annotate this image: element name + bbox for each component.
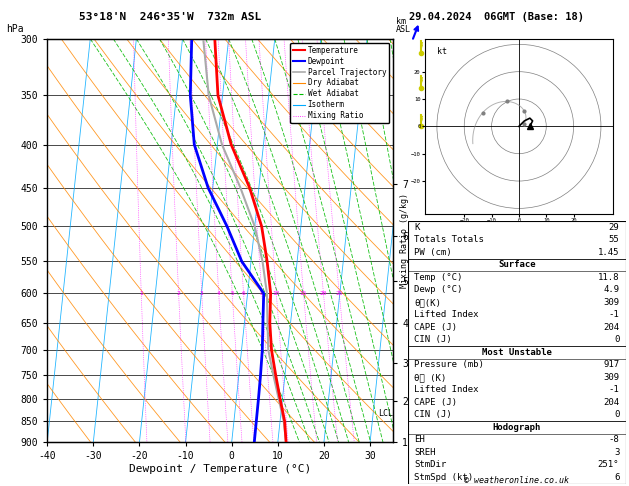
Text: SREH: SREH	[414, 448, 436, 457]
Text: 309: 309	[603, 373, 620, 382]
Text: 55: 55	[608, 235, 620, 244]
Text: 29.04.2024  06GMT (Base: 18): 29.04.2024 06GMT (Base: 18)	[409, 12, 584, 22]
Text: Totals Totals: Totals Totals	[414, 235, 484, 244]
Text: CIN (J): CIN (J)	[414, 335, 452, 345]
Text: 11.8: 11.8	[598, 273, 620, 282]
FancyBboxPatch shape	[408, 221, 626, 484]
Legend: Temperature, Dewpoint, Parcel Trajectory, Dry Adiabat, Wet Adiabat, Isotherm, Mi: Temperature, Dewpoint, Parcel Trajectory…	[290, 43, 389, 123]
Text: StmSpd (kt): StmSpd (kt)	[414, 473, 473, 482]
Text: K: K	[414, 223, 420, 232]
Text: Surface: Surface	[498, 260, 535, 269]
Text: 29: 29	[608, 223, 620, 232]
Text: Lifted Index: Lifted Index	[414, 311, 479, 319]
Text: Pressure (mb): Pressure (mb)	[414, 360, 484, 369]
Text: 3: 3	[200, 291, 204, 296]
Text: km
ASL: km ASL	[396, 17, 411, 34]
Text: © weatheronline.co.uk: © weatheronline.co.uk	[464, 476, 569, 485]
Text: Mixing Ratio (g/kg): Mixing Ratio (g/kg)	[400, 193, 409, 288]
Text: Most Unstable: Most Unstable	[482, 348, 552, 357]
Text: Dewp (°C): Dewp (°C)	[414, 285, 462, 295]
Text: 1: 1	[140, 291, 143, 296]
Text: 10: 10	[272, 291, 280, 296]
Text: 5: 5	[230, 291, 234, 296]
Text: θᴄ(K): θᴄ(K)	[414, 298, 441, 307]
Text: hPa: hPa	[6, 24, 24, 34]
Text: 53°18'N  246°35'W  732m ASL: 53°18'N 246°35'W 732m ASL	[79, 12, 261, 22]
Text: 2: 2	[177, 291, 181, 296]
Text: θᴄ (K): θᴄ (K)	[414, 373, 447, 382]
Text: 20: 20	[320, 291, 327, 296]
Text: CAPE (J): CAPE (J)	[414, 323, 457, 332]
Text: Lifted Index: Lifted Index	[414, 385, 479, 394]
Text: 6: 6	[614, 473, 620, 482]
Text: 1.45: 1.45	[598, 248, 620, 257]
Text: 204: 204	[603, 323, 620, 332]
Text: -1: -1	[608, 385, 620, 394]
Text: 0: 0	[614, 410, 620, 419]
Text: kt: kt	[437, 47, 447, 56]
Text: LCL: LCL	[378, 409, 393, 418]
Text: 8: 8	[260, 291, 264, 296]
Text: 251°: 251°	[598, 460, 620, 469]
Text: PW (cm): PW (cm)	[414, 248, 452, 257]
Text: 4.9: 4.9	[603, 285, 620, 295]
Text: 25: 25	[335, 291, 343, 296]
Text: Temp (°C): Temp (°C)	[414, 273, 462, 282]
Text: 15: 15	[300, 291, 307, 296]
Text: -1: -1	[608, 311, 620, 319]
Text: 4: 4	[217, 291, 221, 296]
X-axis label: Dewpoint / Temperature (°C): Dewpoint / Temperature (°C)	[129, 464, 311, 474]
Text: CIN (J): CIN (J)	[414, 410, 452, 419]
Text: 6: 6	[242, 291, 245, 296]
Text: StmDir: StmDir	[414, 460, 447, 469]
Text: 3: 3	[614, 448, 620, 457]
Text: EH: EH	[414, 435, 425, 444]
Text: -8: -8	[608, 435, 620, 444]
Text: 309: 309	[603, 298, 620, 307]
Text: CAPE (J): CAPE (J)	[414, 398, 457, 407]
Text: 917: 917	[603, 360, 620, 369]
Text: 204: 204	[603, 398, 620, 407]
Text: 0: 0	[614, 335, 620, 345]
Text: Hodograph: Hodograph	[493, 423, 541, 432]
